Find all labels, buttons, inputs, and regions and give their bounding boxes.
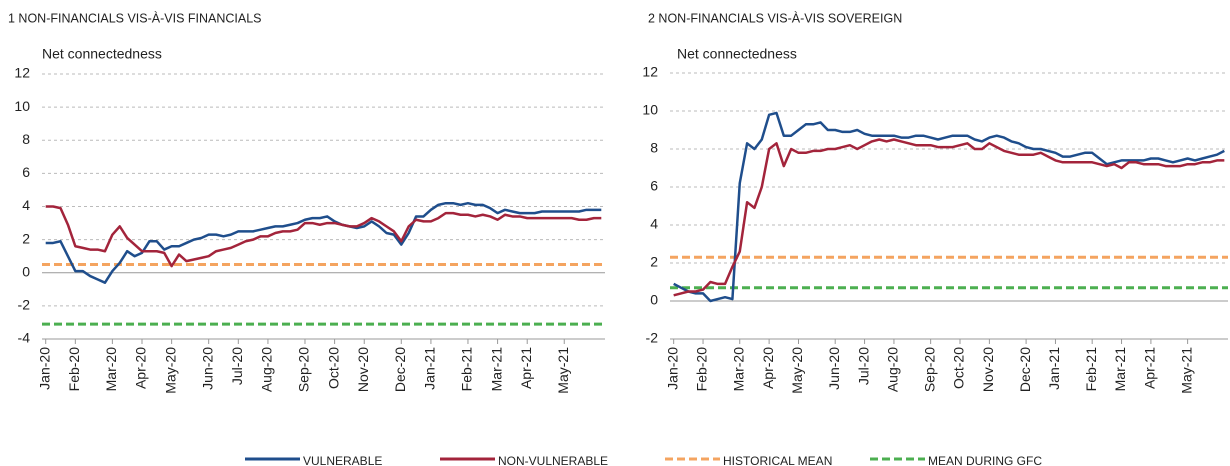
- x-tick-label: Dec-20: [392, 347, 408, 392]
- y-tick-label: 6: [22, 164, 30, 180]
- x-tick-label: Feb-20: [66, 347, 82, 392]
- x-tick-label: Mar-20: [730, 347, 746, 392]
- panel-title: 1 NON-FINANCIALS VIS-À-VIS FINANCIALS: [8, 10, 262, 25]
- x-tick-label: Apr-20: [760, 347, 776, 389]
- x-tick-label: Sep-20: [921, 347, 937, 392]
- legend-label: HISTORICAL MEAN: [723, 454, 832, 466]
- x-tick-label: Aug-20: [259, 347, 275, 392]
- x-tick-label: May-21: [555, 347, 571, 394]
- x-tick-label: Feb-21: [459, 347, 475, 392]
- x-tick-label: Jan-20: [36, 347, 52, 390]
- x-tick-label: Apr-21: [1142, 347, 1158, 389]
- series-line: [673, 111, 1225, 303]
- x-tick-label: Feb-21: [1083, 347, 1099, 392]
- x-tick-label: May-20: [162, 347, 178, 394]
- x-tick-label: Dec-20: [1017, 347, 1033, 392]
- x-tick-label: Mar-21: [488, 347, 504, 392]
- x-tick-label: Apr-21: [518, 347, 534, 389]
- y-tick-label: 0: [22, 263, 30, 279]
- x-tick-label: Apr-20: [133, 347, 149, 389]
- x-tick-label: Jul-20: [229, 347, 245, 385]
- x-tick-label: Jan-21: [422, 347, 438, 390]
- legend-label: MEAN DURING GFC: [928, 454, 1042, 466]
- x-tick-label: May-21: [1178, 347, 1194, 394]
- x-tick-label: Mar-20: [103, 347, 119, 392]
- panel-title: 2 NON-FINANCIALS VIS-À-VIS SOVEREIGN: [648, 10, 902, 25]
- y-tick-label: -4: [18, 330, 31, 346]
- y-axis-label: Net connectedness: [42, 46, 162, 62]
- x-tick-label: Jun-20: [199, 347, 215, 390]
- x-tick-label: Mar-21: [1112, 347, 1128, 392]
- x-tick-label: Feb-20: [694, 347, 710, 392]
- y-tick-label: 12: [642, 64, 658, 80]
- y-tick-label: 10: [14, 98, 30, 114]
- y-tick-label: 8: [650, 140, 658, 156]
- y-tick-label: 4: [22, 197, 30, 213]
- y-tick-label: -2: [646, 330, 659, 346]
- series-line: [673, 138, 1225, 297]
- y-tick-label: 2: [650, 254, 658, 270]
- y-tick-label: 12: [14, 65, 30, 81]
- y-tick-label: 4: [650, 216, 658, 232]
- y-tick-label: 2: [22, 230, 30, 246]
- x-tick-label: Oct-20: [325, 347, 341, 389]
- x-tick-label: Aug-20: [885, 347, 901, 392]
- x-tick-label: Jan-21: [1046, 347, 1062, 390]
- y-axis-label: Net connectedness: [677, 46, 797, 62]
- x-tick-label: Sep-20: [296, 347, 312, 392]
- y-tick-label: 10: [642, 102, 658, 118]
- y-tick-label: 0: [650, 292, 658, 308]
- series-line: [45, 205, 602, 268]
- x-tick-label: Jul-20: [855, 347, 871, 385]
- y-tick-label: -2: [18, 297, 31, 313]
- x-tick-label: Oct-20: [951, 347, 967, 389]
- legend-label: VULNERABLE: [303, 454, 382, 466]
- x-tick-label: Jun-20: [826, 347, 842, 390]
- y-tick-label: 6: [650, 178, 658, 194]
- x-tick-label: Nov-20: [980, 347, 996, 392]
- x-tick-label: Nov-20: [355, 347, 371, 392]
- y-tick-label: 8: [22, 131, 30, 147]
- x-tick-label: May-20: [789, 347, 805, 394]
- x-tick-label: Jan-20: [664, 347, 680, 390]
- legend-label: NON-VULNERABLE: [498, 454, 608, 466]
- series-line: [45, 201, 602, 284]
